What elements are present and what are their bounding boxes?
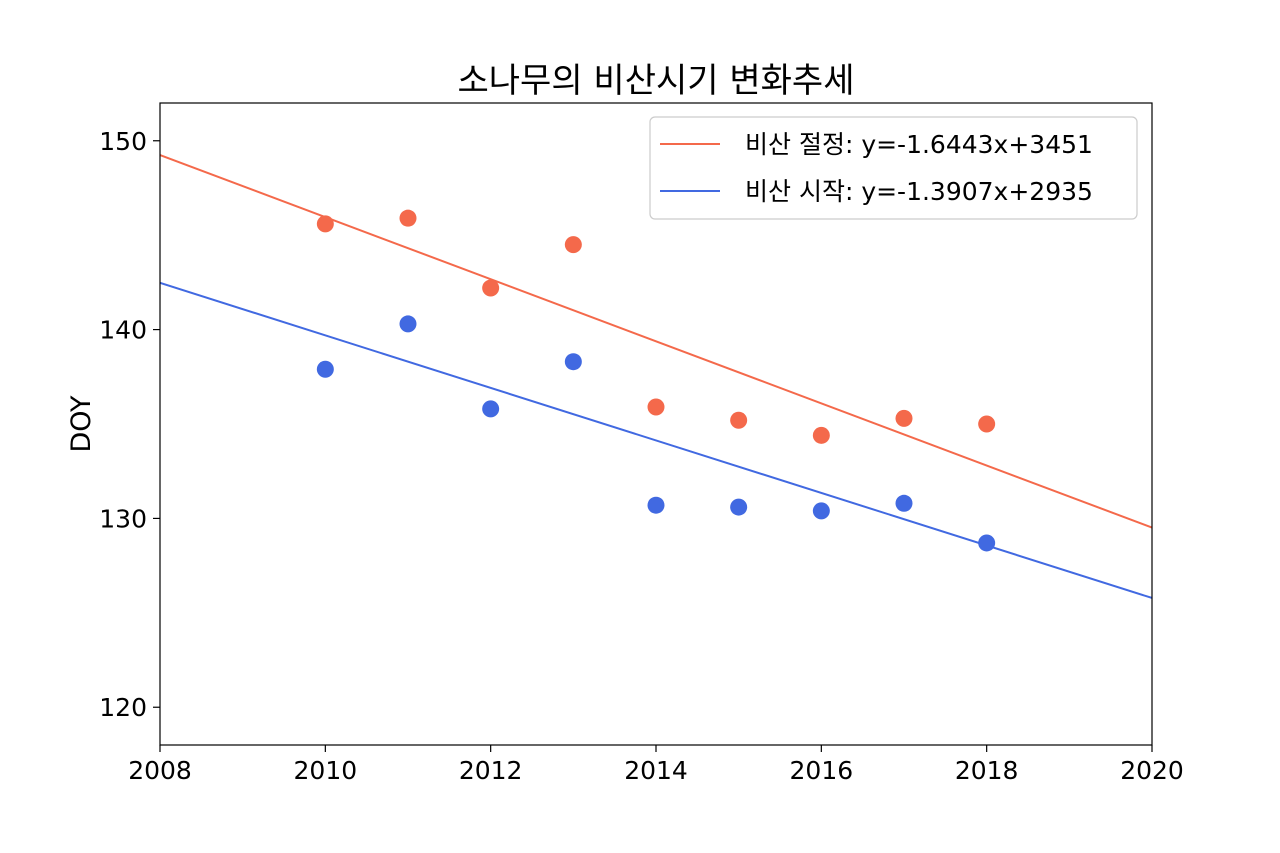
x-tick-label-2012: 2012 [459,756,523,785]
data-point-s1-2 [482,400,500,418]
trend-line-1 [160,281,1152,599]
data-point-s0-0 [316,215,334,233]
data-point-s1-7 [895,494,913,512]
x-tick-label-2020: 2020 [1120,756,1184,785]
data-point-s0-1 [399,209,417,227]
data-point-s0-4 [647,398,665,416]
legend: 비산 절정: y=-1.6443x+3451 비산 시작: y=-1.3907x+… [649,116,1138,220]
data-point-s0-8 [978,415,996,433]
x-tick-label-2008: 2008 [128,756,192,785]
data-point-s0-2 [482,279,500,297]
data-point-s1-1 [399,315,417,333]
data-point-s0-5 [730,411,748,429]
legend-label-0: 비산 절정: y=-1.6443x+3451 [745,130,1093,159]
data-point-s1-5 [730,498,748,516]
data-point-s1-3 [564,353,582,371]
chart-title: 소나무의 비산시기 변화추세 [458,61,855,101]
x-tick-label-2010: 2010 [294,756,358,785]
y-tick-label-130: 130 [99,504,147,533]
y-tick-label-120: 120 [99,693,147,722]
data-point-s1-8 [978,534,996,552]
legend-label-1: 비산 시작: y=-1.3907x+2935 [745,177,1093,206]
data-point-s1-4 [647,496,665,514]
y-tick-label-140: 140 [99,316,147,345]
y-tick-label-150: 150 [99,127,147,156]
y-axis-label: DOY [66,395,97,453]
legend-box [649,116,1138,220]
x-tick-label-2016: 2016 [790,756,854,785]
x-tick-label-2018: 2018 [955,756,1019,785]
x-tick-label-2014: 2014 [624,756,688,785]
data-point-s0-7 [895,409,913,427]
data-point-s0-6 [812,426,830,444]
data-point-s0-3 [564,236,582,254]
data-point-s1-0 [316,360,334,378]
data-point-s1-6 [812,502,830,520]
